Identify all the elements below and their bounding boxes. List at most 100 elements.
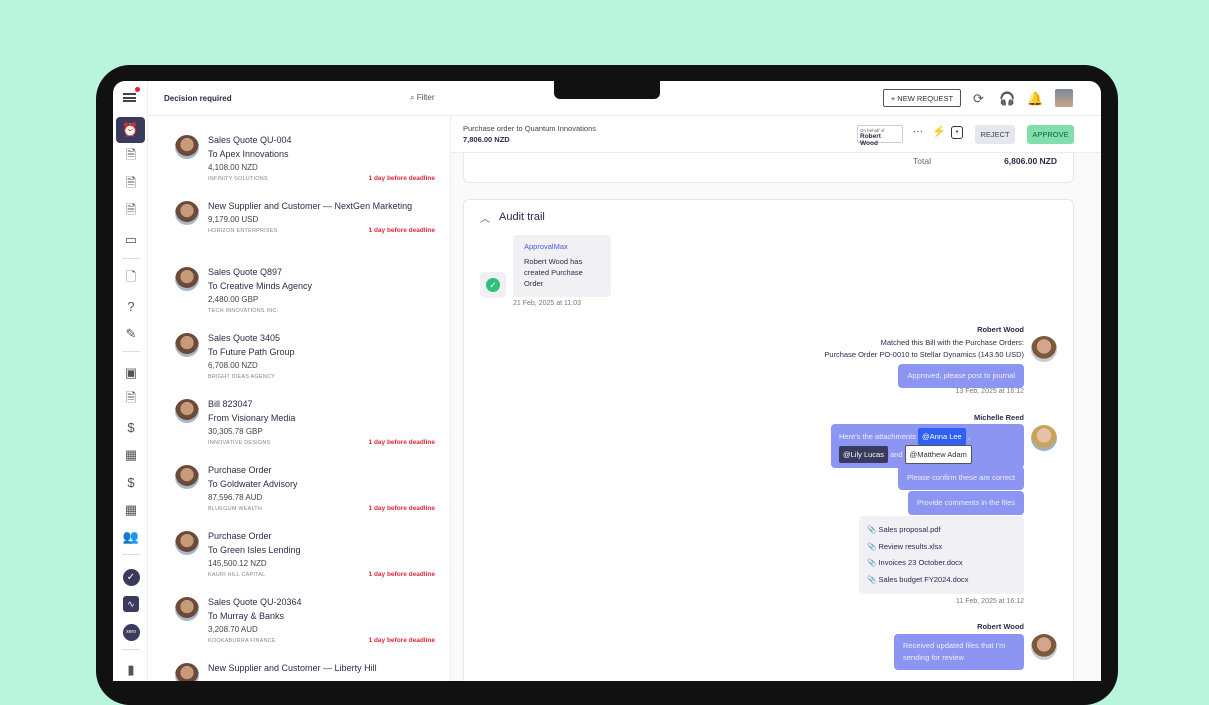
list-item[interactable]: New Supplier and Customer — Liberty Hill — [148, 663, 450, 681]
item-title: Sales Quote QU-20364 — [208, 597, 302, 607]
doc-dollar-small-icon[interactable]: $ — [127, 474, 135, 490]
xero-icon[interactable]: xero — [120, 621, 142, 643]
item-company: TECH INNOVATIONS INC. — [208, 308, 279, 314]
list-item[interactable]: Purchase Order To Goldwater Advisory 87,59… — [148, 465, 450, 531]
pen-icon[interactable]: ✎ — [125, 326, 137, 341]
sidebar-divider — [122, 554, 140, 555]
camera-notch — [554, 81, 660, 99]
item-subtitle: To Apex Innovations — [208, 149, 289, 159]
attachment[interactable]: 📎 Review results.xlsx — [867, 541, 943, 551]
message-bubble: Please confirm these are correct — [898, 466, 1024, 490]
doc-search-icon[interactable]: 🗎 — [125, 147, 137, 162]
attachment[interactable]: 📎 Sales proposal.pdf — [867, 525, 941, 534]
request-list[interactable]: 30,305.78 GBP TECH INNOVATIONS INC. 1 day … — [148, 116, 451, 681]
item-title: Purchase Order — [208, 465, 272, 475]
approvalmax-system-icon: ✓ — [480, 272, 506, 298]
list-item[interactable]: Purchase Order To Green Isles Lending 145,… — [148, 531, 450, 597]
lightning-icon[interactable]: ⚡ — [932, 126, 946, 138]
item-company: HORIZON ENTERPRISES — [208, 228, 278, 234]
reject-button[interactable]: REJECT — [975, 125, 1015, 144]
item-subtitle: From Visionary Media — [208, 413, 296, 423]
mention-tag[interactable]: @Lily Lucas — [839, 446, 888, 463]
paperclip-icon: 📎 — [867, 574, 877, 584]
app-screen: ⏰ 🗎 🗎 🗎 ▭ 🗋 ? ✎ ▣ 🗎 $ ▦ $ ▦ 👥 ✓ ∿ xero ▮… — [113, 81, 1101, 681]
list-item[interactable]: Bill 823047 From Visionary Media 30,305.78… — [148, 399, 450, 465]
doc-dollar-clock-icon[interactable]: 🗎 — [125, 202, 137, 217]
item-company: INNOVATIVE DESIGNS — [208, 440, 271, 446]
list-item[interactable]: Sales Quote QU-004 To Apex Innovations 4,1… — [148, 135, 450, 201]
check-circle-icon[interactable]: ✓ — [120, 566, 142, 588]
item-subtitle: To Murray & Banks — [208, 611, 285, 621]
avatar — [175, 135, 199, 159]
doc-user-icon[interactable]: 🗎 — [125, 175, 137, 190]
sidebar-divider — [122, 351, 140, 352]
approvalmax-icon[interactable]: ∿ — [120, 593, 142, 615]
approve-button[interactable]: APPROVE — [1027, 125, 1074, 144]
card-check-icon[interactable]: ▭ — [124, 232, 138, 247]
avatar — [1031, 634, 1057, 660]
avatar — [175, 399, 199, 423]
menu-icon[interactable] — [123, 93, 136, 102]
calendar-dollar-icon[interactable]: ▦ — [124, 447, 138, 462]
list-item[interactable]: Sales Quote 3405 To Future Path Group 6,70… — [148, 333, 450, 399]
chevron-up-icon[interactable]: ︿ — [480, 214, 490, 225]
new-request-button[interactable]: + NEW REQUEST — [883, 89, 961, 107]
avatar — [175, 201, 199, 225]
doc-dollar-icon[interactable]: $ — [127, 419, 135, 435]
calendar-icon[interactable]: ▦ — [124, 502, 138, 517]
author-name: Robert Wood — [977, 622, 1024, 631]
bar-chart-icon[interactable]: ▮ — [127, 662, 135, 677]
user-avatar[interactable] — [1055, 89, 1073, 107]
message-bubble: Provide comments in the files — [908, 491, 1024, 515]
alarm-clock-icon[interactable]: ⏰ — [116, 117, 145, 143]
attachment[interactable]: 📎 Invoices 23 October.docx — [867, 558, 963, 567]
audit-trail-card: ︿ Audit trail ✓ ApprovalMax Robert Wood … — [463, 199, 1074, 681]
on-behalf-select[interactable]: On behalf of Robert Wood — [857, 125, 903, 147]
doc-list-icon[interactable]: 🗎 — [125, 390, 137, 405]
list-item[interactable]: Sales Quote Q897 To Creative Minds Agency… — [148, 267, 450, 333]
more-icon[interactable]: ··· — [913, 126, 923, 137]
lock-icon[interactable]: • — [951, 126, 963, 139]
support-headset-icon[interactable]: 🎧 — [999, 91, 1016, 106]
author-name: Michelle Reed — [973, 413, 1024, 422]
item-company: KOOKABURRA FINANCE — [208, 638, 276, 644]
item-subtitle: To Future Path Group — [208, 347, 295, 357]
box-icon[interactable]: ▣ — [124, 365, 138, 380]
audit-trail-title[interactable]: Audit trail — [499, 211, 545, 223]
message-bubble: Here's the attachments @Anna Lee , @Lily… — [831, 424, 1024, 468]
list-item[interactable]: Sales Quote QU-20364 To Murray & Banks 3,2… — [148, 597, 450, 663]
deadline-badge: 1 day before deadline — [368, 571, 435, 578]
deadline-badge: 1 day before deadline — [368, 505, 435, 512]
item-company: BRIGHT IDEAS AGENCY — [208, 374, 275, 380]
avatar — [1031, 425, 1057, 451]
item-company: KAURI HILL CAPITAL — [208, 572, 266, 578]
bell-icon[interactable]: 🔔 — [1027, 91, 1044, 106]
sidebar: ⏰ 🗎 🗎 🗎 ▭ 🗋 ? ✎ ▣ 🗎 $ ▦ $ ▦ 👥 ✓ ∿ xero ▮ — [113, 81, 148, 681]
attachments-list: 📎 Sales proposal.pdf 📎 Review results.xl… — [859, 516, 1024, 594]
avatar — [175, 465, 199, 489]
refresh-icon[interactable]: ⟳ — [973, 91, 984, 106]
mention-tag[interactable]: @Matthew Adam — [904, 445, 972, 464]
item-company: BLUEGUM WEALTH — [208, 506, 263, 512]
message-bubble: Received updated files that I'm sending … — [894, 634, 1024, 670]
users-icon[interactable]: 👥 — [122, 529, 140, 544]
item-title: Purchase Order — [208, 531, 272, 541]
attachment[interactable]: 📎 Sales budget FY2024.docx — [867, 574, 969, 584]
item-title: Sales Quote 3405 — [208, 333, 281, 343]
item-amount: 3,208.70 AUD — [208, 625, 258, 634]
item-title: Bill 823047 — [208, 399, 253, 409]
avatar — [175, 597, 199, 621]
deadline-badge: 1 day before deadline — [368, 175, 435, 182]
item-subtitle: To Goldwater Advisory — [208, 479, 298, 489]
item-amount: 145,500.12 NZD — [208, 559, 267, 568]
deadline-badge: 1 day before deadline — [368, 439, 435, 446]
item-amount: 6,708.00 NZD — [208, 361, 258, 370]
timestamp: 21 Feb, 2025 at 11:03 — [513, 300, 581, 307]
top-bar: + NEW REQUEST ⟳ 🎧 🔔 — [451, 81, 1101, 116]
item-title: Sales Quote QU-004 — [208, 135, 292, 145]
doc-question-icon[interactable]: ? — [127, 298, 135, 314]
page-icon[interactable]: 🗋 — [125, 269, 137, 284]
filter-button[interactable]: ⌕ Filter — [410, 93, 435, 102]
list-item[interactable]: New Supplier and Customer — NextGen Mark… — [148, 201, 450, 267]
mention-tag[interactable]: @Anna Lee — [917, 428, 966, 445]
